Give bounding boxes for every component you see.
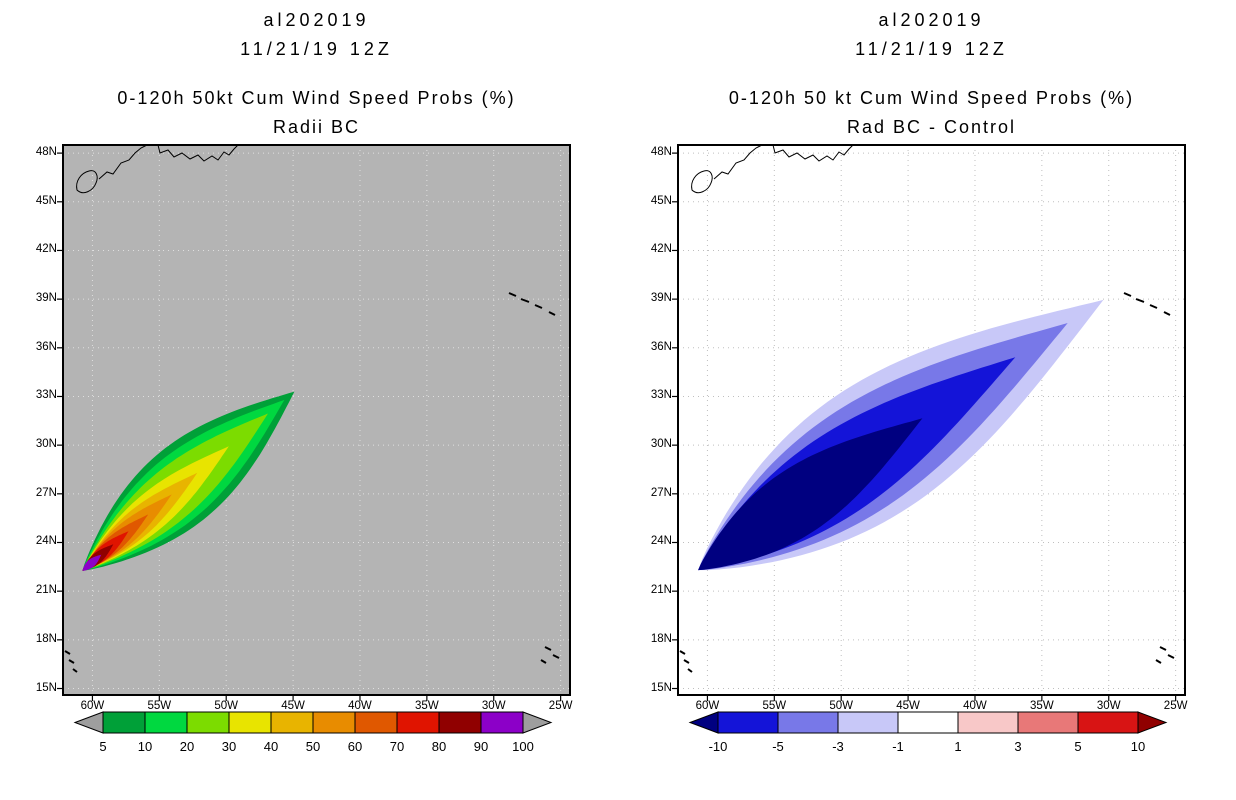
colorbar-tick-label: 1 bbox=[954, 739, 961, 754]
lat-tick-label: 48N bbox=[35, 146, 57, 159]
colorbar-tick-label: 70 bbox=[390, 739, 404, 754]
lon-tick-label: 45W bbox=[281, 700, 305, 712]
lon-tick-label: 30W bbox=[481, 700, 506, 712]
lat-tick-label: 15N bbox=[650, 681, 672, 694]
lat-tick-label: 33N bbox=[650, 389, 672, 402]
lat-tick-label: 42N bbox=[650, 243, 672, 256]
lat-tick-label: 18N bbox=[650, 632, 672, 645]
lat-tick-label: 42N bbox=[35, 243, 57, 256]
lon-tick-label: 55W bbox=[762, 700, 787, 712]
colorbar-tick-label: 5 bbox=[1074, 739, 1081, 754]
lat-tick-label: 27N bbox=[650, 486, 672, 499]
colorbar-tick-label: -10 bbox=[709, 739, 728, 754]
lat-tick-label: 39N bbox=[650, 292, 672, 305]
experiment-heading: Rad BC - Control bbox=[846, 117, 1017, 137]
lat-tick-label: 18N bbox=[35, 632, 57, 645]
colorbar-tick-label: 20 bbox=[180, 739, 194, 754]
lon-tick-label: 25W bbox=[1163, 700, 1188, 712]
lon-tick-label: 60W bbox=[80, 700, 105, 712]
lat-tick-label: 30N bbox=[35, 438, 57, 451]
colorbar-tick-label: -3 bbox=[832, 739, 844, 754]
colorbar-tick-label: 5 bbox=[99, 739, 106, 754]
lat-tick-label: 21N bbox=[35, 584, 57, 597]
colorbar-tick-label: 90 bbox=[474, 739, 488, 754]
lat-tick-label: 21N bbox=[650, 584, 672, 597]
lat-tick-label: 33N bbox=[35, 389, 57, 402]
init-time-title: 11/21/19 12Z bbox=[855, 39, 1008, 59]
storm-id-title: al202019 bbox=[263, 10, 370, 30]
lat-tick-label: 45N bbox=[650, 194, 672, 207]
colorbar-tick-label: 40 bbox=[264, 739, 278, 754]
difference-colorbar: -10 -5 -3 -1 1 3 5 10 bbox=[688, 711, 1168, 754]
lon-tick-label: 60W bbox=[695, 700, 720, 712]
product-heading: 0-120h 50 kt Cum Wind Speed Probs (%) bbox=[728, 88, 1135, 108]
lon-tick-label: 55W bbox=[147, 700, 172, 712]
title-block-right: al202019 11/21/19 12Z 0-120h 50 kt Cum W… bbox=[678, 0, 1185, 138]
wind-probability-map: 15N 18N 21N 24N 27N 30N 33N 36N 39N 42N 45N 48N 60W 5… bbox=[36, 144, 572, 712]
title-block-left: al202019 11/21/19 12Z 0-120h 50kt Cum Wi… bbox=[63, 0, 570, 138]
lat-tick-label: 27N bbox=[35, 486, 57, 499]
colorbar-tick-label: -1 bbox=[892, 739, 904, 754]
lat-tick-label: 36N bbox=[35, 340, 57, 353]
lat-tick-label: 24N bbox=[650, 535, 672, 548]
lat-tick-label: 39N bbox=[35, 292, 57, 305]
map-canvas-right bbox=[672, 144, 1186, 701]
probability-colorbar: 5 10 20 30 40 50 60 70 80 90 100 bbox=[73, 711, 553, 754]
probability-difference-map: 15N 18N 21N 24N 27N 30N 33N 36N 39N 42N 45N 48N 60W 5… bbox=[651, 144, 1187, 712]
lon-tick-label: 35W bbox=[1030, 700, 1054, 712]
product-heading: 0-120h 50kt Cum Wind Speed Probs (%) bbox=[117, 88, 516, 108]
init-time-title: 11/21/19 12Z bbox=[240, 39, 393, 59]
colorbar-tick-label: 50 bbox=[306, 739, 320, 754]
panel-rad-bc-minus-control: al202019 11/21/19 12Z 0-120h 50 kt Cum W… bbox=[615, 0, 1233, 800]
colorbar-tick-label: 100 bbox=[512, 739, 534, 754]
lat-tick-label: 24N bbox=[35, 535, 57, 548]
panel-radii-bc: al202019 11/21/19 12Z 0-120h 50kt Cum Wi… bbox=[36, 0, 573, 754]
colorbar-tick-label: -5 bbox=[772, 739, 784, 754]
lat-tick-label: 36N bbox=[650, 340, 672, 353]
lat-tick-label: 15N bbox=[35, 681, 57, 694]
colorbar-tick-label: 10 bbox=[138, 739, 152, 754]
lon-tick-label: 30W bbox=[1096, 700, 1121, 712]
colorbar-tick-label: 30 bbox=[222, 739, 236, 754]
lon-tick-label: 50W bbox=[829, 700, 854, 712]
lon-tick-label: 25W bbox=[548, 700, 573, 712]
lon-tick-label: 35W bbox=[415, 700, 439, 712]
colorbar-tick-label: 60 bbox=[348, 739, 362, 754]
lon-tick-label: 40W bbox=[348, 700, 372, 712]
storm-id-title: al202019 bbox=[878, 10, 985, 30]
colorbar-tick-label: 80 bbox=[432, 739, 446, 754]
lat-tick-label: 48N bbox=[650, 146, 672, 159]
map-canvas-left bbox=[57, 144, 571, 701]
lon-tick-label: 50W bbox=[214, 700, 239, 712]
lon-tick-label: 45W bbox=[896, 700, 920, 712]
lat-tick-label: 30N bbox=[650, 438, 672, 451]
lat-tick-label: 45N bbox=[35, 194, 57, 207]
lon-tick-label: 40W bbox=[963, 700, 987, 712]
experiment-heading: Radii BC bbox=[272, 117, 361, 137]
colorbar-tick-label: 3 bbox=[1014, 739, 1021, 754]
colorbar-tick-label: 10 bbox=[1131, 739, 1145, 754]
